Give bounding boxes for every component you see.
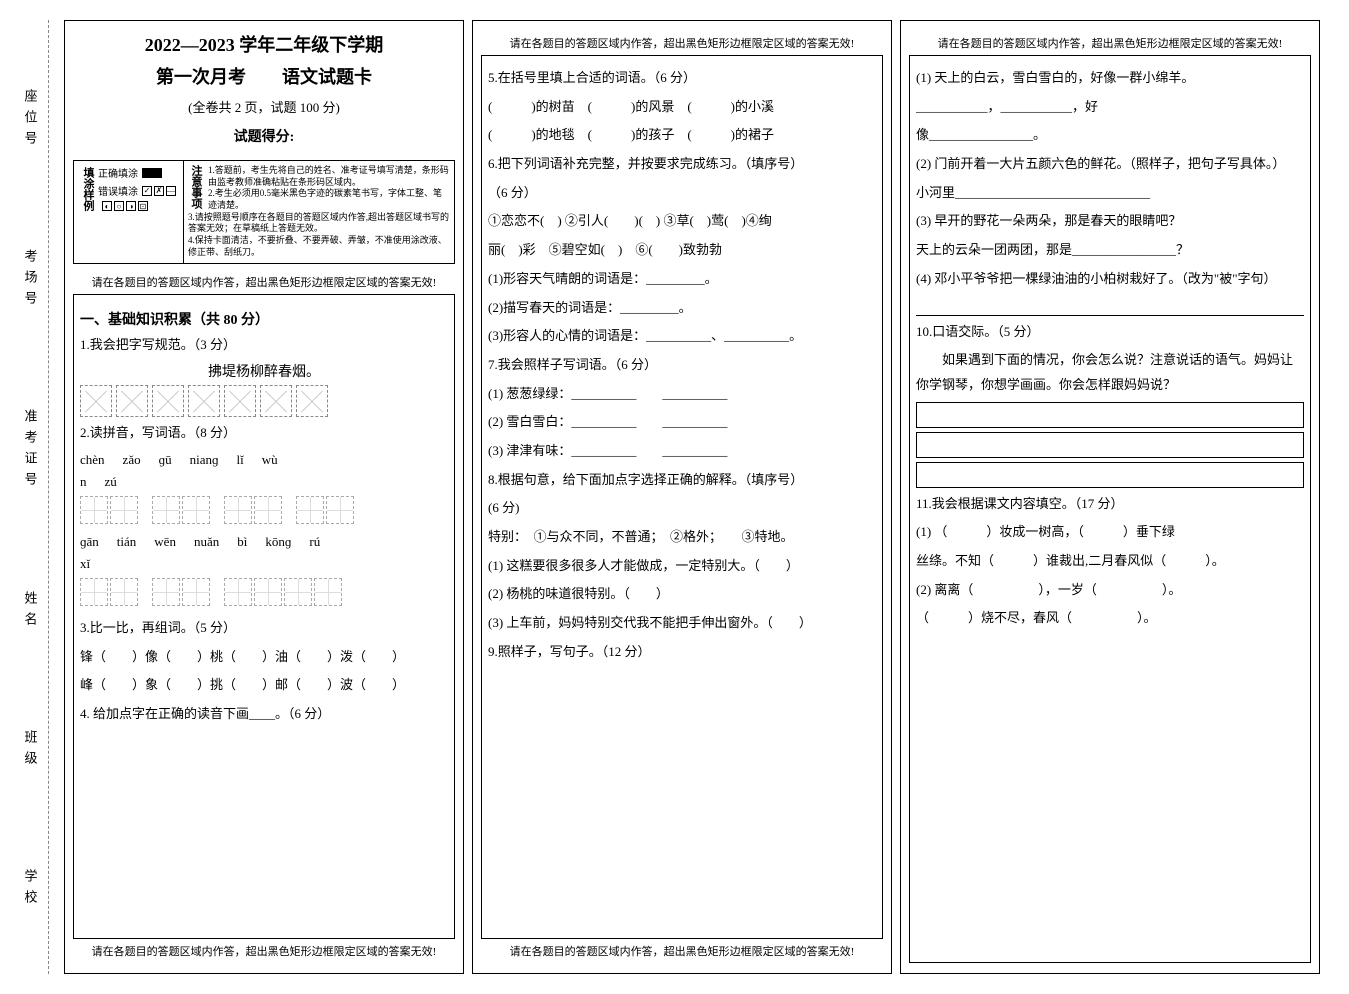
q2-write-row1[interactable] bbox=[80, 496, 448, 524]
q9-d-blank[interactable] bbox=[916, 296, 1304, 316]
q2-pinyin-row2: ɡān tián wēn nuǎn bì kōnɡ rú bbox=[80, 534, 448, 550]
q9-c-line[interactable]: 天上的云朵一团两团，那是________________？ bbox=[916, 238, 1304, 263]
q5-label: 5.在括号里填上合适的词语。（6 分） bbox=[488, 66, 876, 91]
q4-label: 4. 给加点字在正确的读音下画____。（6 分） bbox=[80, 702, 448, 727]
wrong-marks: ✓✗— bbox=[142, 186, 176, 196]
q11-sub2[interactable]: (2) 离离（ ），一岁（ ）。 bbox=[916, 578, 1304, 603]
answer-region-1: 一、基础知识积累（共 80 分） 1.我会把字写规范。（3 分） 拂堤杨柳醉春烟… bbox=[73, 294, 455, 940]
column-2: 请在各题目的答题区域内作答，超出黑色矩形边框限定区域的答案无效! 5.在括号里填… bbox=[472, 20, 892, 974]
q7-sub2[interactable]: (2) 雪白雪白：__________ __________ bbox=[488, 410, 876, 435]
q5-line1[interactable]: ( )的树苗 ( )的风景 ( )的小溪 bbox=[488, 95, 876, 120]
column-1: 2022—2023 学年二年级下学期 第一次月考 语文试题卡 (全卷共 2 页，… bbox=[64, 20, 464, 974]
wrong-marks-2: ◐○◑⊡ bbox=[102, 201, 148, 211]
warning-top: 请在各题目的答题区域内作答，超出黑色矩形边框限定区域的答案无效! bbox=[73, 274, 455, 290]
q7-label: 7.我会照样子写词语。（6 分） bbox=[488, 353, 876, 378]
q2-write-row2[interactable] bbox=[80, 578, 448, 606]
warning-top-3: 请在各题目的答题区域内作答，超出黑色矩形边框限定区域的答案无效! bbox=[909, 35, 1311, 51]
q9-b: (2) 门前开着一大片五颜六色的鲜花。（照样子，把句子写具体。） bbox=[916, 152, 1304, 177]
answer-region-3: (1) 天上的白云，雪白雪白的，好像一群小绵羊。 ___________，___… bbox=[909, 55, 1311, 963]
side-school-label: 学校 bbox=[21, 869, 40, 911]
notice-item: 1.答题前，考生先将自己的姓名、准考证号填写清楚，条形码由监考教师准确粘贴在条形… bbox=[188, 165, 450, 188]
column-3: 请在各题目的答题区域内作答，超出黑色矩形边框限定区域的答案无效! (1) 天上的… bbox=[900, 20, 1320, 974]
notice-item: 2.考生必须用0.5毫米黑色字迹的碳素笔书写，字体工整、笔迹清楚。 bbox=[188, 188, 450, 211]
q2-pinyin-row1b: n zú bbox=[80, 474, 448, 490]
subtitle: (全卷共 2 页，试题 100 分) bbox=[73, 97, 455, 116]
q6-line1[interactable]: ①恋恋不( ) ②引人( )( ) ③草( )莺( )④绚 bbox=[488, 209, 876, 234]
q11-sub3[interactable]: （ ）烧不尽，春风（ ）。 bbox=[916, 606, 1304, 631]
correct-swatch bbox=[142, 168, 162, 178]
q10-answer-line[interactable] bbox=[916, 402, 1304, 428]
q3-line2[interactable]: 峰（ ）象（ ）挑（ ）邮（ ）波（ ） bbox=[80, 673, 448, 698]
q9-a-blank2[interactable]: 像________________。 bbox=[916, 123, 1304, 148]
wrong-fill-label: 错误填涂 bbox=[98, 183, 138, 198]
q1-grid[interactable] bbox=[80, 385, 448, 417]
fill-example-title: 填涂样例 bbox=[78, 165, 98, 214]
notice-list: 1.答题前，考生先将自己的姓名、准考证号填写清楚，条形码由监考教师准确粘贴在条形… bbox=[188, 165, 450, 259]
q6-sub2[interactable]: (2)描写春天的词语是：_________。 bbox=[488, 296, 876, 321]
notice-item: 3.请按照题号顺序在各题目的答题区域内作答,超出答题区域书写的答案无效；在草稿纸… bbox=[188, 212, 450, 235]
side-label-column: 座位号 考场号 准考证号 姓名 班级 学校 bbox=[5, 40, 55, 960]
q8-sub1[interactable]: (1) 这糕要很多很多人才能做成，一定特别大。（ ） bbox=[488, 554, 876, 579]
q9-label: 9.照样子，写句子。（12 分） bbox=[488, 640, 876, 665]
side-seat-label: 座位号 bbox=[21, 89, 40, 152]
side-name-label: 姓名 bbox=[21, 591, 40, 633]
answer-region-2: 5.在括号里填上合适的词语。（6 分） ( )的树苗 ( )的风景 ( )的小溪… bbox=[481, 55, 883, 939]
instruction-box: 填涂样例 正确填涂 错误填涂 ✓✗— ◐○◑⊡ 注意事项 1.答题前，考生先将自… bbox=[73, 160, 455, 264]
q9-a: (1) 天上的白云，雪白雪白的，好像一群小绵羊。 bbox=[916, 66, 1304, 91]
q5-line2[interactable]: ( )的地毯 ( )的孩子 ( )的裙子 bbox=[488, 123, 876, 148]
notice-item: 4.保持卡面清洁，不要折叠、不要弄破、弄皱，不准使用涂改液、修正带、刮纸刀。 bbox=[188, 235, 450, 258]
q10-label: 10.口语交际。（5 分） bbox=[916, 320, 1304, 345]
q8-label: 8.根据句意，给下面加点字选择正确的解释。（填序号） bbox=[488, 468, 876, 493]
q6-label: 6.把下列词语补充完整，并按要求完成练习。（填序号） bbox=[488, 152, 876, 177]
q7-sub1[interactable]: (1) 葱葱绿绿：__________ __________ bbox=[488, 382, 876, 407]
q6-points: （6 分） bbox=[488, 181, 876, 206]
page: 2022—2023 学年二年级下学期 第一次月考 语文试题卡 (全卷共 2 页，… bbox=[0, 0, 1349, 994]
q8-sub2[interactable]: (2) 杨桃的味道很特别。（ ） bbox=[488, 582, 876, 607]
q6-sub1[interactable]: (1)形容天气晴朗的词语是：_________。 bbox=[488, 267, 876, 292]
title-line2: 第一次月考 语文试题卡 bbox=[73, 63, 455, 89]
score-label: 试题得分: bbox=[73, 126, 455, 146]
warning-top-2: 请在各题目的答题区域内作答，超出黑色矩形边框限定区域的答案无效! bbox=[481, 35, 883, 51]
q3-label: 3.比一比，再组词。（5 分） bbox=[80, 616, 448, 641]
warning-bottom-1: 请在各题目的答题区域内作答，超出黑色矩形边框限定区域的答案无效! bbox=[73, 943, 455, 959]
warning-bottom-2: 请在各题目的答题区域内作答，超出黑色矩形边框限定区域的答案无效! bbox=[481, 943, 883, 959]
q9-d: (4) 邓小平爷爷把一棵绿油油的小柏树栽好了。（改为"被"字句） bbox=[916, 267, 1304, 292]
correct-fill-label: 正确填涂 bbox=[98, 165, 138, 180]
q8-sub3[interactable]: (3) 上车前，妈妈特别交代我不能把手伸出窗外。（ ） bbox=[488, 611, 876, 636]
q2-pinyin-row1: chèn zǎo ɡū nianɡ lǐ wù bbox=[80, 452, 448, 468]
q8-opts: 特别： ①与众不同，不普通； ②格外； ③特地。 bbox=[488, 525, 876, 550]
title-line1: 2022—2023 学年二年级下学期 bbox=[73, 31, 455, 57]
q11-sub1[interactable]: (1) （ ）妆成一树高，（ ）垂下绿 bbox=[916, 520, 1304, 545]
side-exam-label: 考场号 bbox=[21, 249, 40, 312]
q6-line2[interactable]: 丽( )彩 ⑤碧空如( ) ⑥( )致勃勃 bbox=[488, 238, 876, 263]
q11-label: 11.我会根据课文内容填空。（17 分） bbox=[916, 492, 1304, 517]
q1-text: 拂堤杨柳醉春烟。 bbox=[80, 361, 448, 381]
side-class-label: 班级 bbox=[21, 730, 40, 772]
q11-sub1b[interactable]: 丝绦。不知（ ）谁裁出,二月春风似（ ）。 bbox=[916, 549, 1304, 574]
q7-sub3[interactable]: (3) 津津有味：__________ __________ bbox=[488, 439, 876, 464]
q10-text: 如果遇到下面的情况，你会怎么说？注意说话的语气。妈妈让你学钢琴，你想学画画。你会… bbox=[916, 348, 1304, 397]
q3-line1[interactable]: 锋（ ）像（ ）桃（ ）油（ ）泼（ ） bbox=[80, 645, 448, 670]
fill-example: 填涂样例 正确填涂 错误填涂 ✓✗— ◐○◑⊡ bbox=[74, 161, 184, 263]
q2-pinyin-row2b: xǐ bbox=[80, 556, 448, 572]
notice-block: 注意事项 1.答题前，考生先将自己的姓名、准考证号填写清楚，条形码由监考教师准确… bbox=[184, 161, 454, 263]
q9-c: (3) 早开的野花一朵两朵，那是春天的眼睛吧？ bbox=[916, 209, 1304, 234]
side-admit-label: 准考证号 bbox=[21, 409, 40, 493]
q9-a-blank[interactable]: ___________，___________，好 bbox=[916, 95, 1304, 120]
q1-label: 1.我会把字写规范。（3 分） bbox=[80, 333, 448, 358]
q10-answer-line[interactable] bbox=[916, 432, 1304, 458]
notice-title: 注意事项 bbox=[188, 165, 204, 209]
q6-sub3[interactable]: (3)形容人的心情的词语是：__________、__________。 bbox=[488, 324, 876, 349]
q2-label: 2.读拼音，写词语。（8 分） bbox=[80, 421, 448, 446]
q8-points: (6 分) bbox=[488, 496, 876, 521]
q10-answer-line[interactable] bbox=[916, 462, 1304, 488]
section-1-heading: 一、基础知识积累（共 80 分） bbox=[80, 309, 448, 329]
q9-b-line[interactable]: 小河里______________________________ bbox=[916, 181, 1304, 206]
